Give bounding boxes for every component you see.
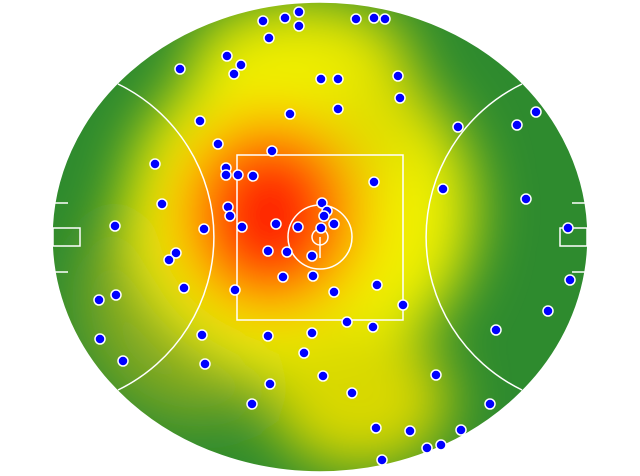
dot	[236, 221, 248, 233]
dot	[149, 158, 161, 170]
dot	[221, 50, 233, 62]
dot	[170, 247, 182, 259]
dot	[392, 70, 404, 82]
dot	[371, 279, 383, 291]
dot	[94, 333, 106, 345]
dot	[484, 398, 496, 410]
dot	[235, 59, 247, 71]
dot	[224, 210, 236, 222]
dot	[156, 198, 168, 210]
dot	[404, 425, 416, 437]
dot	[368, 12, 380, 24]
dot	[109, 220, 121, 232]
dot	[293, 6, 305, 18]
player-dots	[93, 6, 576, 466]
dot	[368, 176, 380, 188]
dot	[178, 282, 190, 294]
dot	[437, 183, 449, 195]
dot	[315, 73, 327, 85]
dot	[266, 145, 278, 157]
dot	[341, 316, 353, 328]
dot	[281, 246, 293, 258]
dot	[562, 222, 574, 234]
dot	[421, 442, 433, 454]
dot	[306, 327, 318, 339]
dot	[279, 12, 291, 24]
dot	[332, 73, 344, 85]
dot	[511, 119, 523, 131]
dot	[397, 299, 409, 311]
dot	[490, 324, 502, 336]
dot	[262, 245, 274, 257]
dot	[542, 305, 554, 317]
dot	[318, 210, 330, 222]
dot	[317, 370, 329, 382]
dot	[307, 270, 319, 282]
dot	[367, 321, 379, 333]
dot	[394, 92, 406, 104]
dot	[199, 358, 211, 370]
dot	[229, 284, 241, 296]
dot	[564, 274, 576, 286]
dot	[232, 169, 244, 181]
dot	[174, 63, 186, 75]
dot	[196, 329, 208, 341]
dot	[220, 169, 232, 181]
dot	[328, 218, 340, 230]
dot	[430, 369, 442, 381]
dot	[435, 439, 447, 451]
dot	[110, 289, 122, 301]
dot	[452, 121, 464, 133]
dot	[328, 286, 340, 298]
dot	[350, 13, 362, 25]
dot	[520, 193, 532, 205]
dot	[212, 138, 224, 150]
dot	[376, 454, 388, 466]
dot	[163, 254, 175, 266]
dot	[455, 424, 467, 436]
dot	[293, 20, 305, 32]
dot	[370, 422, 382, 434]
dot	[246, 398, 258, 410]
dot	[292, 221, 304, 233]
dot	[277, 271, 289, 283]
dot	[194, 115, 206, 127]
dot	[316, 197, 328, 209]
dot	[346, 387, 358, 399]
dot	[332, 103, 344, 115]
dot	[198, 223, 210, 235]
dot	[263, 32, 275, 44]
dot	[247, 170, 259, 182]
dot	[228, 68, 240, 80]
dot	[306, 250, 318, 262]
dot	[298, 347, 310, 359]
dot	[530, 106, 542, 118]
dot	[117, 355, 129, 367]
dot	[379, 13, 391, 25]
dot	[264, 378, 276, 390]
dot	[284, 108, 296, 120]
dot	[315, 222, 327, 234]
dot	[262, 330, 274, 342]
dot	[93, 294, 105, 306]
dot	[257, 15, 269, 27]
dot	[270, 218, 282, 230]
